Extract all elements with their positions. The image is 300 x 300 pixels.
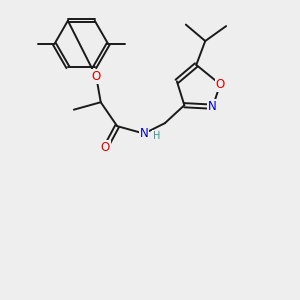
Text: N: N xyxy=(140,127,148,140)
Text: H: H xyxy=(153,131,160,141)
Text: O: O xyxy=(215,78,225,91)
Text: N: N xyxy=(208,100,217,113)
Text: O: O xyxy=(92,70,101,83)
Text: O: O xyxy=(100,140,110,154)
